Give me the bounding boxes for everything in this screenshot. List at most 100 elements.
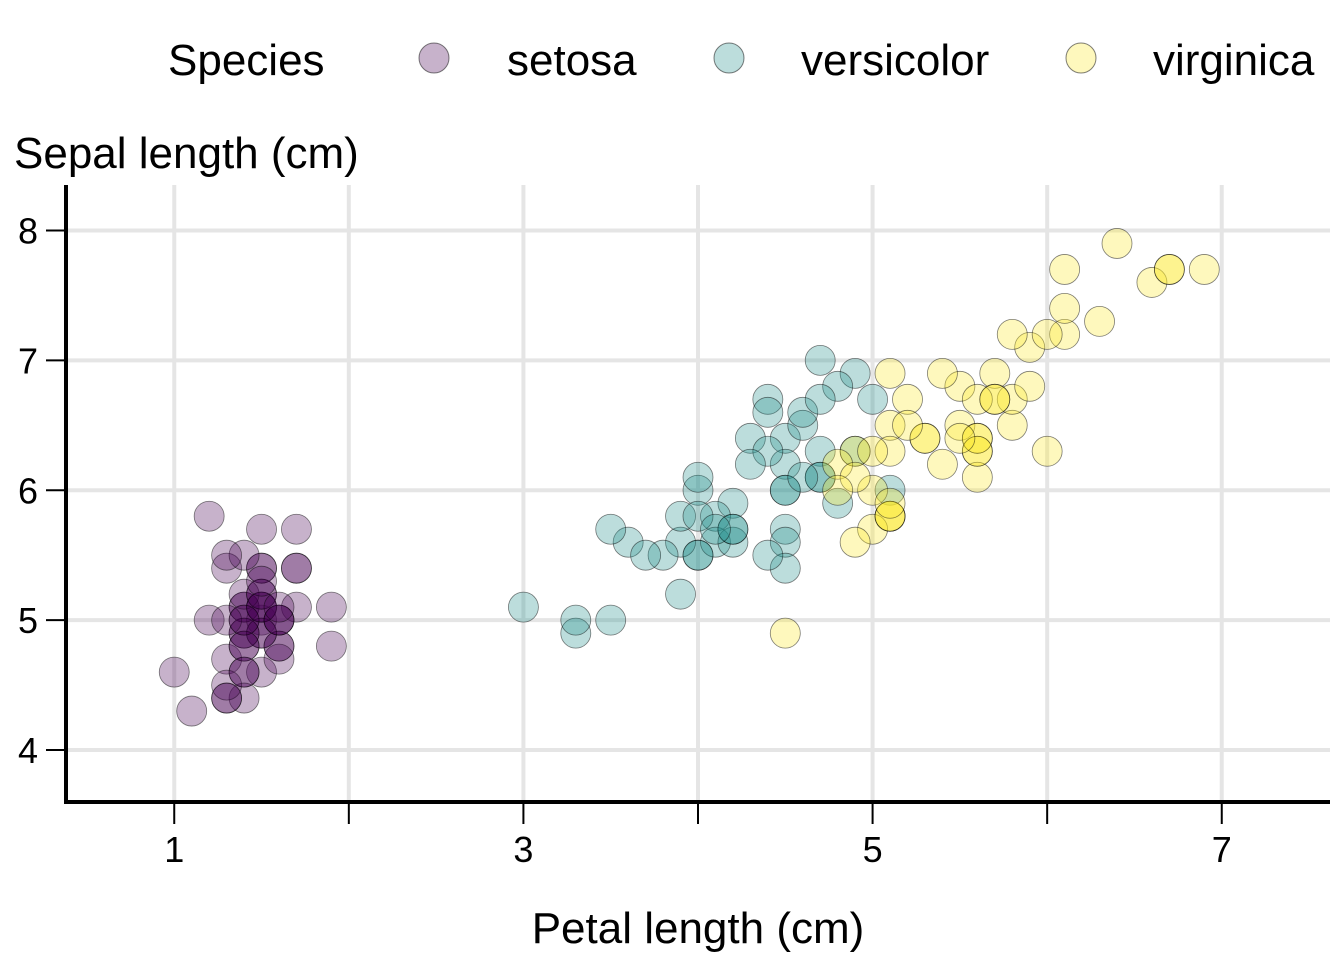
data-point-virginica	[857, 513, 888, 545]
data-point-virginica	[927, 357, 958, 389]
data-point-setosa	[246, 578, 277, 610]
data-point-virginica	[961, 461, 993, 493]
data-point-versicolor	[787, 461, 819, 493]
data-point-setosa	[228, 539, 260, 571]
data-point-virginica	[927, 448, 958, 480]
data-point-virginica	[1031, 435, 1063, 467]
data-point-versicolor	[717, 526, 749, 558]
data-point-setosa	[315, 630, 347, 662]
data-point-versicolor	[682, 500, 714, 532]
data-point-versicolor	[700, 500, 731, 532]
data-point-setosa	[315, 591, 347, 623]
data-point-versicolor	[804, 383, 836, 415]
data-point-versicolor	[682, 474, 714, 506]
data-point-versicolor	[822, 487, 854, 519]
data-point-virginica	[839, 526, 871, 558]
data-point-versicolor	[769, 526, 801, 558]
data-point-setosa	[211, 682, 243, 714]
data-points	[158, 228, 1220, 727]
data-point-virginica	[979, 357, 1011, 389]
data-point-setosa	[246, 656, 277, 688]
data-point-versicolor	[804, 435, 836, 467]
data-point-virginica	[961, 383, 993, 415]
data-point-setosa	[211, 604, 243, 636]
data-point-virginica	[769, 617, 801, 649]
data-point-virginica	[874, 500, 906, 532]
data-point-virginica	[1101, 228, 1133, 259]
data-point-versicolor	[734, 448, 766, 480]
data-point-setosa	[263, 591, 295, 623]
data-point-versicolor	[804, 461, 836, 493]
data-point-setosa	[263, 643, 295, 675]
legend-label-versicolor: versicolor	[801, 36, 989, 85]
data-point-virginica	[944, 370, 976, 402]
data-point-versicolor	[630, 539, 662, 571]
data-point-setosa	[228, 591, 260, 623]
data-point-virginica	[996, 318, 1028, 350]
data-point-virginica	[909, 422, 941, 454]
data-point-versicolor	[508, 591, 539, 623]
data-point-versicolor	[560, 604, 592, 636]
data-point-versicolor	[787, 396, 819, 428]
y-axis-title: Sepal length (cm)	[14, 129, 359, 178]
data-point-virginica	[874, 435, 906, 467]
data-point-versicolor	[769, 474, 801, 506]
data-point-virginica	[1014, 370, 1046, 402]
x-tick-label: 7	[1212, 829, 1232, 870]
data-point-versicolor	[682, 539, 714, 571]
legend: Species setosa versicolor virginica	[168, 36, 1315, 85]
legend-key-virginica	[1065, 42, 1097, 74]
data-point-setosa	[228, 578, 260, 610]
legend-key-setosa	[418, 42, 450, 74]
data-point-virginica	[892, 383, 923, 415]
data-point-setosa	[246, 591, 277, 623]
data-point-setosa	[158, 656, 190, 688]
data-point-setosa	[228, 630, 260, 662]
data-point-setosa	[228, 604, 260, 636]
legend-entry-versicolor: versicolor	[713, 36, 989, 85]
data-point-setosa	[211, 669, 243, 701]
data-point-versicolor	[769, 552, 801, 584]
data-point-versicolor	[752, 383, 784, 415]
legend-label-setosa: setosa	[507, 36, 637, 85]
legend-key-versicolor	[713, 42, 745, 74]
data-point-setosa	[281, 552, 312, 584]
data-point-setosa	[211, 643, 243, 675]
data-point-setosa	[246, 565, 277, 597]
data-point-versicolor	[682, 461, 714, 493]
data-point-versicolor	[804, 344, 836, 376]
data-point-virginica	[996, 383, 1028, 415]
data-point-virginica	[874, 409, 906, 441]
data-point-versicolor	[665, 526, 696, 558]
data-point-virginica	[839, 461, 871, 493]
data-point-versicolor	[857, 383, 888, 415]
data-point-setosa	[228, 656, 260, 688]
data-point-setosa	[176, 695, 208, 727]
data-point-virginica	[892, 409, 923, 441]
data-point-virginica	[1136, 267, 1168, 298]
data-point-versicolor	[752, 539, 784, 571]
legend-title: Species	[168, 36, 325, 85]
data-point-virginica	[874, 357, 906, 389]
y-tick-label: 5	[18, 600, 38, 641]
data-point-versicolor	[665, 500, 696, 532]
data-point-virginica	[857, 474, 888, 506]
data-point-setosa	[246, 513, 277, 545]
data-point-virginica	[1153, 254, 1185, 285]
data-point-setosa	[193, 604, 225, 636]
data-point-versicolor	[839, 357, 871, 389]
data-point-versicolor	[752, 396, 784, 428]
data-point-setosa	[246, 552, 277, 584]
data-point-virginica	[857, 435, 888, 467]
grid	[66, 185, 1330, 802]
data-point-virginica	[961, 435, 993, 467]
x-tick-label: 5	[863, 829, 883, 870]
y-tick-label: 4	[18, 730, 38, 771]
data-point-versicolor	[612, 526, 644, 558]
data-point-setosa	[263, 630, 295, 662]
legend-label-virginica: virginica	[1153, 36, 1315, 85]
data-point-versicolor	[752, 435, 784, 467]
data-point-setosa	[211, 539, 243, 571]
data-point-versicolor	[874, 474, 906, 506]
